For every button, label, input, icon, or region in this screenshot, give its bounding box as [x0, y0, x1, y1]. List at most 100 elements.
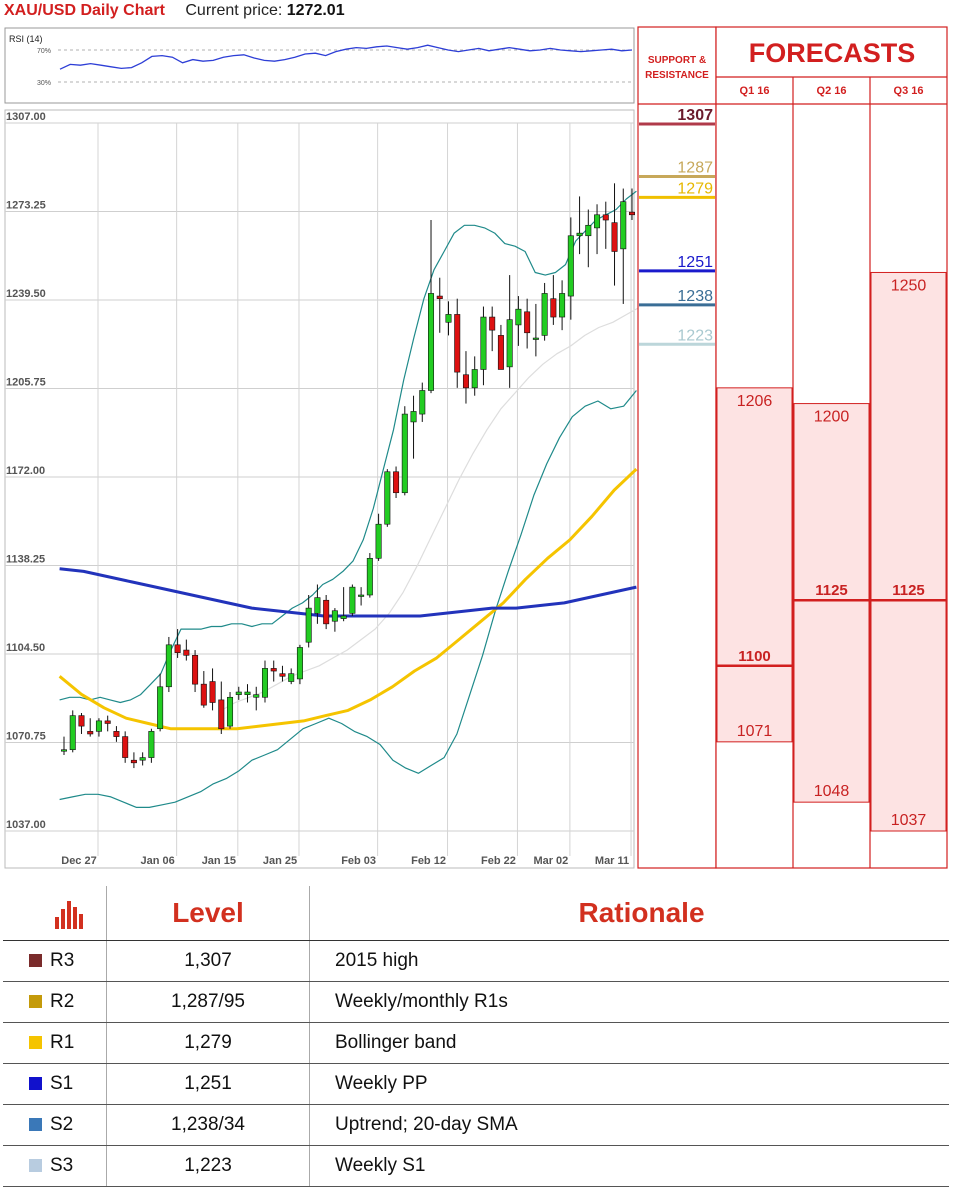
candle	[244, 684, 251, 703]
level-value: 1,238/34	[106, 1104, 310, 1146]
candle-down-body	[497, 335, 504, 370]
price-chart: RSI (14) 70% 30% 1307.00 1273.25 1239.50 1205.…	[4, 26, 948, 869]
level-rationale: Bollinger band	[309, 1022, 949, 1064]
candle-up-body	[358, 594, 365, 597]
forecast-low-label: 1037	[891, 812, 927, 829]
candle-down-body	[462, 374, 469, 389]
candle	[393, 466, 400, 498]
candle-up-body	[314, 597, 321, 614]
candle	[253, 686, 260, 711]
candle-up-body	[532, 337, 539, 340]
price-tick-label: 1138.25	[6, 554, 45, 566]
level-code: S1	[50, 1073, 74, 1094]
level-code: R2	[50, 991, 75, 1012]
sr-level-label: 1279	[677, 180, 713, 197]
candle	[174, 629, 181, 658]
chart-title-bar: XAU/USD Daily Chart Current price: 1272.…	[4, 2, 345, 24]
level-color-swatch	[29, 1077, 42, 1090]
candle	[602, 201, 609, 249]
rsi-panel	[4, 27, 635, 104]
table-header-row: Level Rationale	[3, 886, 949, 941]
candle	[113, 726, 120, 742]
level-code: S3	[50, 1155, 74, 1176]
candle-down-body	[122, 736, 129, 758]
price-tick-label: 1037.00	[6, 819, 46, 831]
candle-down-body	[436, 295, 443, 299]
candle	[628, 188, 635, 221]
level-color-swatch	[29, 1118, 42, 1131]
forecast-range-box	[716, 387, 793, 743]
level-code: S2	[50, 1114, 74, 1135]
candle	[209, 668, 216, 711]
candle-down-body	[628, 211, 635, 216]
candle	[130, 752, 137, 769]
price-value: 1272.01	[286, 2, 345, 19]
date-tick-label: Jan 06	[141, 855, 175, 867]
forecasts-title: FORECASTS	[749, 38, 916, 68]
sr-header-line2: RESISTANCE	[645, 70, 709, 81]
candle-up-body	[69, 715, 76, 751]
price-tick-label: 1070.75	[6, 731, 46, 743]
forecast-low-label: 1048	[814, 783, 850, 800]
level-code: R1	[50, 1032, 75, 1053]
candle-up-body	[261, 668, 268, 698]
level-value: 1,287/95	[106, 981, 310, 1023]
candle-down-body	[218, 699, 225, 730]
date-tick-label: Dec 27	[61, 855, 96, 867]
candle	[532, 303, 539, 357]
candle	[497, 324, 504, 370]
candle	[524, 298, 531, 349]
candle	[261, 660, 268, 703]
level-color-swatch	[29, 995, 42, 1008]
candle-up-body	[541, 293, 548, 336]
candle-up-body	[331, 610, 338, 622]
candle	[314, 584, 321, 624]
level-code-cell: R2	[3, 981, 107, 1023]
candle-up-body	[567, 235, 574, 297]
candle	[139, 752, 146, 766]
level-code-cell: S1	[3, 1063, 107, 1105]
forecast-range-box	[793, 403, 870, 803]
candle-down-body	[113, 731, 120, 737]
candle-up-body	[165, 644, 172, 688]
candle-down-body	[524, 311, 531, 334]
candle	[454, 298, 461, 388]
candle	[576, 196, 583, 255]
candle-down-body	[323, 599, 330, 625]
candle	[200, 671, 207, 708]
candle-up-body	[139, 757, 146, 761]
candle	[541, 282, 548, 341]
candle	[515, 296, 522, 346]
candle-up-body	[445, 314, 452, 323]
candle	[375, 513, 382, 561]
candle	[594, 204, 601, 255]
candle-up-body	[340, 615, 347, 619]
candle	[288, 668, 295, 685]
level-code-cell: R3	[3, 940, 107, 982]
candle	[550, 275, 557, 325]
table-row: S2 1,238/34 Uptrend; 20-day SMA	[3, 1104, 949, 1146]
candle-up-body	[60, 749, 67, 752]
candle	[148, 728, 155, 763]
candle	[270, 660, 277, 682]
candle	[157, 673, 164, 732]
candle	[567, 217, 574, 320]
rsi-label: RSI (14)	[9, 34, 43, 44]
date-tick-label: Mar 11	[595, 855, 629, 867]
candle-up-body	[227, 696, 234, 727]
price-label: Current price:	[185, 2, 283, 19]
bollinger-upper-line	[59, 190, 637, 704]
candle	[436, 277, 443, 333]
candle	[489, 306, 496, 352]
forecast-low-label: 1071	[737, 723, 773, 740]
candle-up-body	[576, 232, 583, 237]
rsi-line	[59, 44, 633, 70]
level-color-swatch	[29, 954, 42, 967]
candle	[471, 356, 478, 396]
forecast-column-label: Q3 16	[894, 85, 924, 97]
forecast-mid-label: 1125	[892, 582, 925, 599]
candle-up-body	[349, 586, 356, 614]
candle-down-body	[192, 655, 199, 685]
candle-up-body	[471, 369, 478, 389]
candle	[227, 692, 234, 729]
